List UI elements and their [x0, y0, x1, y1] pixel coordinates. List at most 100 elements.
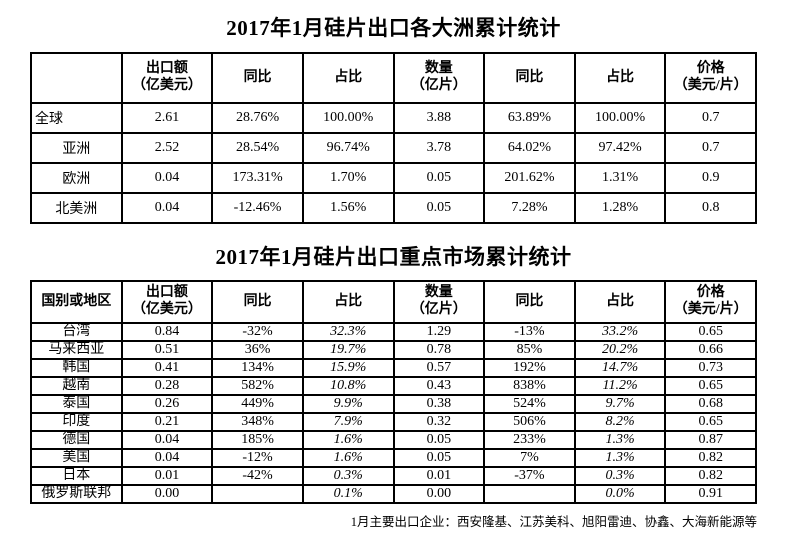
table-row-north-america: 北美洲 0.04 -12.46% 1.56% 0.05 7.28% 1.28% …: [30, 192, 757, 224]
value-cell: 64.02%: [483, 132, 576, 164]
value-cell: -13%: [483, 322, 576, 342]
value-cell: 20.2%: [573, 340, 667, 360]
value-cell: 28.54%: [211, 132, 304, 164]
value-cell: 7.9%: [301, 412, 395, 432]
value-cell: 0.7: [664, 102, 757, 134]
market-table-title: 2017年1月硅片出口重点市场累计统计: [215, 245, 572, 269]
value-cell: 0.28: [120, 376, 214, 396]
value-cell: 0.01: [120, 466, 214, 486]
value-cell: 0.0%: [573, 484, 667, 504]
table-row-usa: 美国 0.04 -12% 1.6% 0.05 7% 1.3% 0.82: [30, 448, 757, 468]
value-cell: 524%: [483, 394, 576, 414]
value-cell: 1.6%: [301, 430, 395, 450]
value-cell: 0.26: [120, 394, 214, 414]
row-label-cell: 日本: [30, 466, 123, 486]
column-header-yoy: 同比: [483, 52, 576, 104]
value-cell: 582%: [211, 376, 304, 396]
value-cell: 1.31%: [573, 162, 667, 194]
continent-table-title: 2017年1月硅片出口各大洲累计统计: [226, 16, 561, 40]
value-cell: 0.87: [664, 430, 757, 450]
value-cell: 192%: [483, 358, 576, 378]
column-header-quantity: 数量 （亿片）: [392, 52, 486, 104]
value-cell: 0.04: [120, 430, 214, 450]
value-cell: 0.41: [120, 358, 214, 378]
value-cell: 0.68: [664, 394, 757, 414]
value-cell: 0.05: [392, 162, 486, 194]
value-cell: 0.21: [120, 412, 214, 432]
row-label-cell: 德国: [30, 430, 123, 450]
value-cell: 201.62%: [483, 162, 576, 194]
value-cell: 0.01: [392, 466, 486, 486]
header-row: 国别或地区 出口额 （亿美元） 同比 占比 数量 （亿片） 同比 占比 价格 （…: [30, 280, 757, 324]
value-cell: -37%: [483, 466, 576, 486]
value-cell: 10.8%: [301, 376, 395, 396]
column-header-yoy: 同比: [483, 280, 576, 324]
value-cell: 96.74%: [301, 132, 395, 164]
market-table: 国别或地区 出口额 （亿美元） 同比 占比 数量 （亿片） 同比 占比 价格 （…: [30, 280, 757, 504]
value-cell: -42%: [211, 466, 304, 486]
column-header-export-value: 出口额 （亿美元）: [120, 280, 214, 324]
value-cell: 85%: [483, 340, 576, 360]
value-cell: 11.2%: [573, 376, 667, 396]
value-cell: 14.7%: [573, 358, 667, 378]
value-cell: 173.31%: [211, 162, 304, 194]
market-table-header: 国别或地区 出口额 （亿美元） 同比 占比 数量 （亿片） 同比 占比 价格 （…: [30, 280, 757, 324]
value-cell: 2.61: [120, 102, 214, 134]
value-cell: 97.42%: [573, 132, 667, 164]
table-row-russia: 俄罗斯联邦 0.00 0.1% 0.00 0.0% 0.91: [30, 484, 757, 504]
value-cell: 0.00: [120, 484, 214, 504]
footer-note: 1月主要出口企业：西安隆基、江苏美科、旭阳雷迪、协鑫、大海新能源等: [350, 515, 757, 529]
value-cell: -32%: [211, 322, 304, 342]
value-cell: 0.73: [664, 358, 757, 378]
value-cell: 838%: [483, 376, 576, 396]
value-cell: 0.65: [664, 412, 757, 432]
column-header-share: 占比: [573, 280, 667, 324]
continent-table: 出口额 （亿美元） 同比 占比 数量 （亿片） 同比 占比 价格 （美元/片） …: [30, 52, 757, 224]
value-cell: 33.2%: [573, 322, 667, 342]
value-cell: 0.3%: [573, 466, 667, 486]
value-cell: 7.28%: [483, 192, 576, 224]
value-cell: 32.3%: [301, 322, 395, 342]
row-label-cell: 欧洲: [30, 162, 123, 194]
table-row-taiwan: 台湾 0.84 -32% 32.3% 1.29 -13% 33.2% 0.65: [30, 322, 757, 342]
row-label-cell: 越南: [30, 376, 123, 396]
value-cell: 3.78: [392, 132, 486, 164]
value-cell: 1.70%: [301, 162, 395, 194]
value-cell: 0.78: [392, 340, 486, 360]
value-cell: 100.00%: [573, 102, 667, 134]
value-cell: 0.84: [120, 322, 214, 342]
value-cell: 7%: [483, 448, 576, 468]
value-cell: 36%: [211, 340, 304, 360]
value-cell: 449%: [211, 394, 304, 414]
row-label-cell: 印度: [30, 412, 123, 432]
value-cell: 0.04: [120, 162, 214, 194]
column-header-share: 占比: [301, 280, 395, 324]
column-header-price: 价格 （美元/片）: [664, 280, 757, 324]
value-cell: 8.2%: [573, 412, 667, 432]
row-label-cell: 北美洲: [30, 192, 123, 224]
value-cell: 0.05: [392, 192, 486, 224]
value-cell: 0.57: [392, 358, 486, 378]
table-row-global: 全球 2.61 28.76% 100.00% 3.88 63.89% 100.0…: [30, 102, 757, 134]
value-cell: 185%: [211, 430, 304, 450]
value-cell: 0.82: [664, 466, 757, 486]
value-cell: 1.3%: [573, 448, 667, 468]
value-cell: 9.9%: [301, 394, 395, 414]
column-header-quantity: 数量 （亿片）: [392, 280, 486, 324]
value-cell: 0.7: [664, 132, 757, 164]
row-label-cell: 美国: [30, 448, 123, 468]
row-label-cell: 俄罗斯联邦: [30, 484, 123, 504]
value-cell: 0.05: [392, 448, 486, 468]
value-cell: 0.91: [664, 484, 757, 504]
row-label-cell: 马来西亚: [30, 340, 123, 360]
value-cell: 9.7%: [573, 394, 667, 414]
value-cell: 0.1%: [301, 484, 395, 504]
continent-table-header: 出口额 （亿美元） 同比 占比 数量 （亿片） 同比 占比 价格 （美元/片）: [30, 52, 757, 104]
column-header-export-value: 出口额 （亿美元）: [120, 52, 214, 104]
value-cell: 0.9: [664, 162, 757, 194]
value-cell: 0.66: [664, 340, 757, 360]
column-header-country: 国别或地区: [30, 280, 123, 324]
table-row-asia: 亚洲 2.52 28.54% 96.74% 3.78 64.02% 97.42%…: [30, 132, 757, 164]
row-label-cell: 亚洲: [30, 132, 123, 164]
